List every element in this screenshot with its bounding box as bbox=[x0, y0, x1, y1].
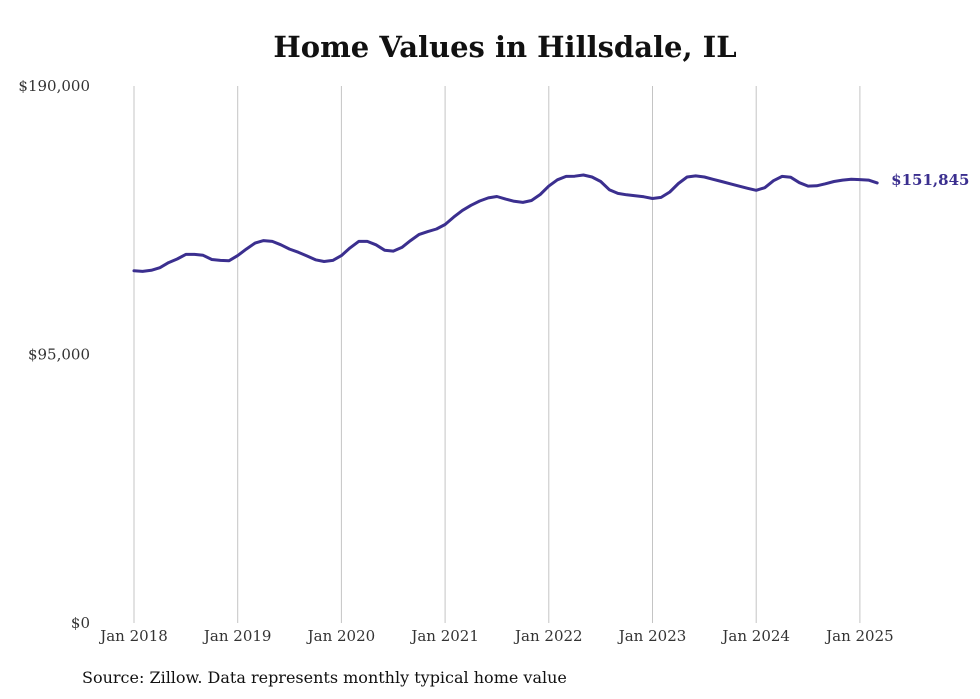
x-tick-label: Jan 2018 bbox=[98, 627, 168, 645]
chart-title: Home Values in Hillsdale, IL bbox=[273, 30, 737, 64]
x-tick-label: Jan 2019 bbox=[202, 627, 272, 645]
x-tick-label: Jan 2021 bbox=[409, 627, 479, 645]
series-line bbox=[132, 173, 879, 273]
y-tick-label: $190,000 bbox=[18, 77, 90, 95]
grid-lines bbox=[133, 86, 861, 623]
x-tick-label: Jan 2020 bbox=[306, 627, 376, 645]
x-axis: Jan 2018 Jan 2019 Jan 2020 Jan 2021 Jan 2022… bbox=[98, 627, 893, 645]
source-note: Source: Zillow. Data represents monthly … bbox=[82, 668, 567, 687]
x-tick-label: Jan 2023 bbox=[617, 627, 687, 645]
x-tick-label: Jan 2025 bbox=[824, 627, 894, 645]
x-tick-label: Jan 2024 bbox=[720, 627, 790, 645]
series: $151,845 bbox=[132, 171, 969, 273]
y-axis: $0 $95,000 $190,000 bbox=[18, 77, 90, 632]
y-tick-label: $95,000 bbox=[28, 346, 90, 364]
end-value-label: $151,845 bbox=[891, 171, 969, 189]
x-tick-label: Jan 2022 bbox=[513, 627, 583, 645]
y-tick-label: $0 bbox=[71, 614, 90, 632]
